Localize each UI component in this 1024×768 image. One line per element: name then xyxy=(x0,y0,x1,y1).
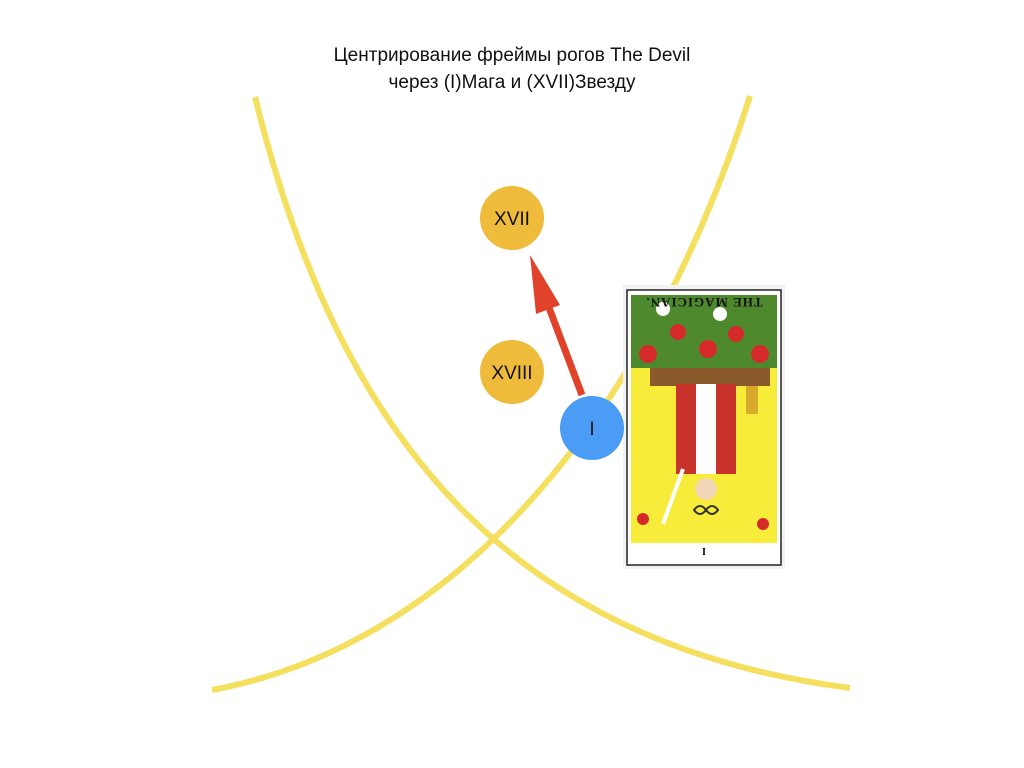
node-xviii: XVIII xyxy=(480,340,544,404)
node-xviii-label: XVIII xyxy=(491,363,532,384)
arrow-i-to-xvii xyxy=(530,255,586,397)
magician-card: I THE MAGICIAN. xyxy=(623,285,785,569)
node-i: I xyxy=(560,396,624,460)
node-i-label: I xyxy=(589,419,594,440)
card-numeral: I xyxy=(702,545,706,557)
horn-curve-right xyxy=(211,95,753,693)
node-xvii-label: XVII xyxy=(494,209,530,230)
title-line-2: через (I)Мага и (XVII)Звезду xyxy=(388,72,636,93)
card-caption: THE MAGICIAN. xyxy=(645,295,762,310)
horn-curve-left xyxy=(252,96,851,691)
node-xvii: XVII xyxy=(480,186,544,250)
title-line-1: Центрирование фреймы рогов The Devil xyxy=(333,45,691,66)
diagram-title: Центрирование фреймы рогов The Devil чер… xyxy=(212,42,812,96)
